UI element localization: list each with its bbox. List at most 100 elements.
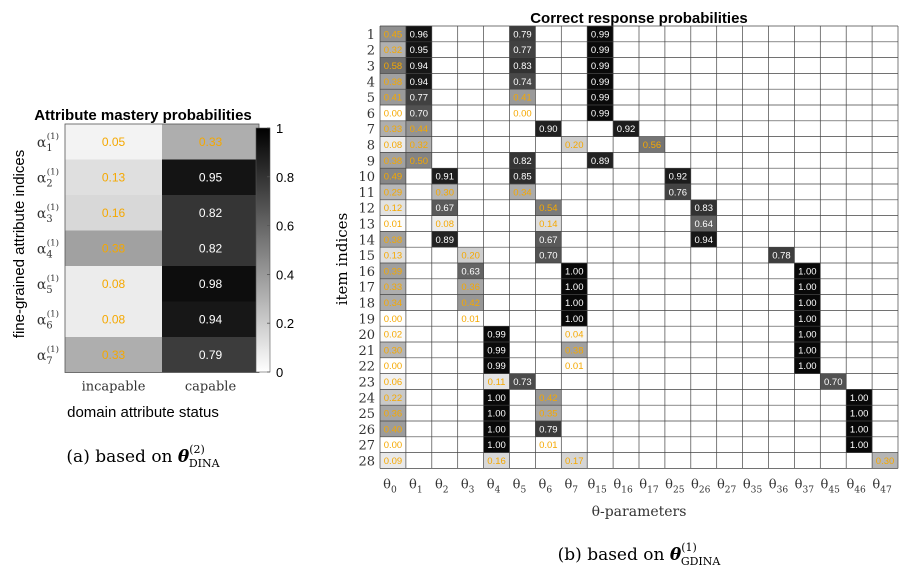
left-cell-value-label: 0.38 — [102, 241, 126, 255]
right-heatmap-cell — [768, 247, 795, 263]
right-y-tick-label: 18 — [358, 297, 375, 312]
right-heatmap-cell — [587, 57, 614, 74]
right-heatmap-cell — [483, 357, 510, 374]
left-y-tick-label: α5(1) — [37, 273, 59, 296]
right-heatmap-cell — [820, 373, 847, 390]
right-heatmap-cell — [380, 120, 406, 137]
right-heatmap-cell — [872, 452, 898, 469]
left-chart-title: Attribute mastery probabilities — [34, 107, 252, 124]
right-cell-value-label: 0.78 — [772, 251, 791, 262]
right-cell-value-label: 0.22 — [384, 393, 403, 404]
right-y-tick-label: 15 — [358, 249, 375, 264]
right-y-tick-label: 7 — [367, 123, 375, 138]
right-heatmap-cell — [457, 247, 484, 263]
left-y-tick-label: α7(1) — [37, 344, 59, 367]
right-cell-value-label: 1.00 — [487, 424, 506, 435]
right-heatmap-cell — [380, 421, 406, 437]
right-cell-value-label: 0.70 — [824, 377, 843, 388]
right-heatmap-cell — [457, 278, 484, 295]
right-cell-value-label: 0.38 — [384, 77, 403, 88]
right-y-tick-label: 24 — [358, 391, 375, 406]
right-heatmap-cell — [431, 199, 458, 216]
right-caption: (b) based on θ(1) GDINA — [558, 541, 722, 568]
colorbar-tick-label: 0.6 — [276, 219, 294, 234]
right-heatmap-cell — [380, 310, 406, 327]
right-heatmap-cell — [380, 436, 406, 453]
right-cell-value-label: 0.70 — [410, 108, 429, 119]
right-heatmap-cell — [380, 57, 406, 74]
right-cell-value-label: 0.94 — [410, 77, 429, 88]
left-y-tick-label: α1(1) — [37, 131, 59, 154]
right-heatmap-cell — [380, 247, 406, 263]
right-cell-value-label: 0.00 — [384, 440, 403, 451]
right-heatmap-cell — [794, 342, 821, 358]
right-y-tick-label: 14 — [358, 233, 375, 248]
right-cell-value-label: 1.00 — [565, 298, 584, 309]
right-heatmap-cell — [587, 105, 614, 121]
right-cell-value-label: 1.00 — [565, 282, 584, 293]
right-cell-value-label: 0.99 — [591, 77, 610, 88]
left-heatmap-cell — [162, 230, 259, 266]
right-y-tick-label: 13 — [358, 218, 375, 233]
right-cell-value-label: 0.91 — [436, 172, 455, 183]
right-cell-value-label: 1.00 — [565, 314, 584, 325]
right-cell-value-label: 0.74 — [513, 77, 532, 88]
right-y-tick-label: 6 — [367, 107, 375, 122]
right-cell-value-label: 0.14 — [539, 219, 558, 230]
left-heatmap-cell — [65, 337, 162, 373]
right-cell-value-label: 1.00 — [798, 345, 817, 356]
right-cell-value-label: 0.73 — [513, 377, 532, 388]
colorbar: 0 0.2 0.4 0.6 0.8 1 — [255, 121, 294, 380]
right-heatmap-cell — [561, 136, 588, 153]
right-cell-value-label: 0.49 — [384, 172, 403, 183]
right-x-tick-label: θ4 — [487, 477, 501, 495]
right-cell-value-label: 0.67 — [436, 203, 455, 214]
right-cell-value-label: 1.00 — [798, 330, 817, 341]
right-heatmap-cell — [483, 342, 510, 358]
right-cell-value-label: 1.00 — [565, 266, 584, 277]
right-heatmap-cell — [509, 105, 536, 121]
right-heatmap-cell — [690, 231, 717, 248]
right-cell-value-label: 1.00 — [798, 266, 817, 277]
right-heatmap-cell — [664, 168, 691, 184]
right-heatmap-cell — [690, 199, 717, 216]
right-cell-value-label: 0.76 — [669, 187, 688, 198]
right-cell-value-label: 0.40 — [384, 424, 403, 435]
right-cell-value-label: 0.41 — [513, 93, 532, 104]
left-heatmap-cell — [162, 195, 259, 231]
right-heatmap-cell — [794, 278, 821, 295]
left-y-tick-label: α2(1) — [37, 167, 59, 190]
right-y-tick-label: 28 — [358, 455, 375, 470]
right-heatmap-cell — [509, 41, 536, 58]
left-cell-value-label: 0.82 — [199, 206, 223, 220]
right-cell-value-label: 0.99 — [591, 93, 610, 104]
right-x-tick-label: θ25 — [665, 477, 685, 495]
colorbar-tick-label: 0.2 — [276, 316, 294, 331]
left-cell-value-label: 0.16 — [102, 206, 126, 220]
right-cell-value-label: 0.08 — [436, 219, 455, 230]
right-heatmap-cell — [846, 421, 873, 437]
right-heatmap-cell — [509, 57, 536, 74]
right-cell-value-label: 0.42 — [461, 298, 480, 309]
left-cell-value-label: 0.05 — [102, 135, 126, 149]
right-cell-value-label: 0.00 — [513, 108, 532, 119]
right-cell-value-label: 0.44 — [410, 124, 429, 135]
right-heatmap-cell — [535, 389, 562, 406]
right-cell-value-label: 0.99 — [591, 45, 610, 56]
right-heatmap-cell — [561, 294, 588, 311]
right-cell-value-label: 0.13 — [384, 251, 403, 262]
left-heatmap-cell — [65, 266, 162, 302]
right-cell-value-label: 0.92 — [617, 124, 636, 135]
right-heatmap-cell — [380, 215, 406, 232]
right-x-tick-label: θ1 — [409, 477, 423, 495]
right-cell-value-label: 0.08 — [384, 140, 403, 151]
left-x-tick-label: capable — [185, 380, 237, 395]
right-heatmap-cell — [380, 105, 406, 121]
right-cell-value-label: 0.17 — [565, 456, 584, 467]
right-heatmap-cell — [380, 326, 406, 342]
right-cell-value-label: 0.20 — [461, 251, 480, 262]
right-x-tick-label: θ47 — [872, 477, 892, 495]
right-x-tick-label: θ15 — [587, 477, 607, 495]
right-cell-value-label: 0.50 — [410, 156, 429, 167]
right-y-axis-label: item indices — [333, 213, 351, 306]
